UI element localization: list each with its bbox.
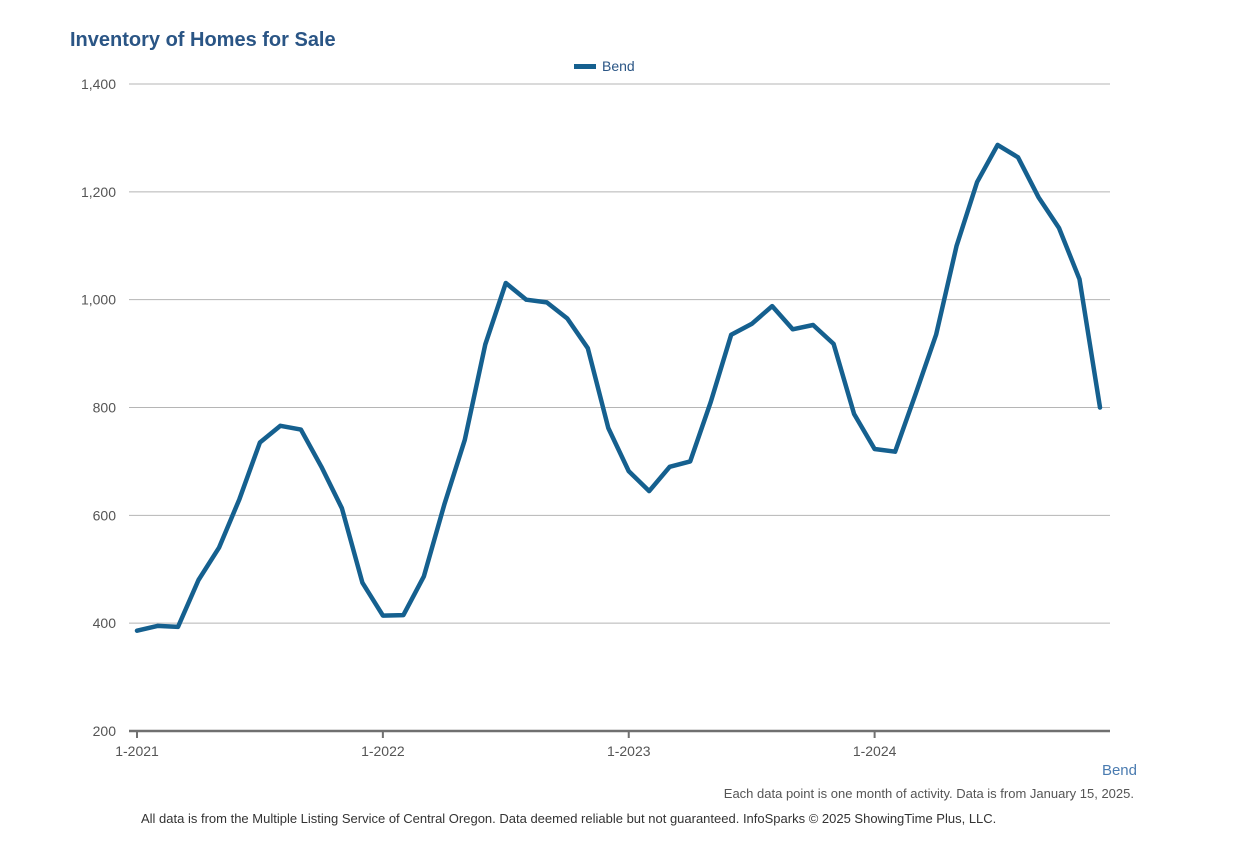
grid-lines (129, 83, 1110, 624)
y-tick-label: 600 (93, 507, 117, 523)
y-tick-label: 400 (93, 615, 117, 631)
legend[interactable]: Bend (574, 58, 635, 74)
chart-title: Inventory of Homes for Sale (70, 29, 336, 51)
footer-disclaimer: All data is from the Multiple Listing Se… (141, 811, 997, 826)
series-line-bend[interactable] (134, 142, 1103, 633)
y-tick-label: 1,400 (81, 76, 116, 92)
x-tick-label: 1-2021 (115, 743, 159, 759)
x-tick-label: 1-2023 (607, 743, 651, 759)
legend-label-bend: Bend (602, 58, 635, 74)
x-axis: 1-2021 1-2022 1-2023 1-2024 (115, 729, 1110, 759)
y-tick-label: 1,000 (81, 292, 116, 308)
legend-swatch-bend (574, 63, 596, 69)
y-tick-label: 200 (93, 723, 117, 739)
x-tick-label: 1-2024 (853, 743, 897, 759)
series-layer (134, 142, 1103, 633)
y-tick-label: 800 (93, 400, 117, 416)
x-tick-label: 1-2022 (361, 743, 405, 759)
market-label[interactable]: Bend (1101, 762, 1137, 779)
y-axis-ticks: 200 400 600 800 1,000 1,200 1,400 (81, 76, 116, 739)
data-note: Each data point is one month of activity… (723, 786, 1134, 801)
y-tick-label: 1,200 (81, 184, 116, 200)
